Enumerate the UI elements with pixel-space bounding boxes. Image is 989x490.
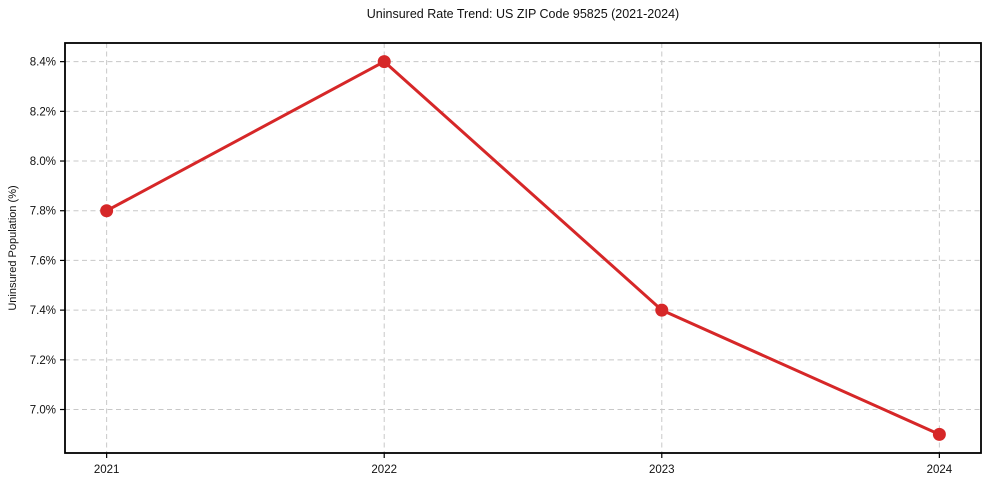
trend-line <box>105 60 941 436</box>
data-point <box>377 55 391 69</box>
y-tick-label: 7.8% <box>30 206 56 218</box>
y-tick-label: 7.0% <box>30 405 56 417</box>
y-tick-label: 7.6% <box>30 255 56 267</box>
data-point <box>100 204 114 218</box>
data-point <box>932 427 946 441</box>
y-tick-label: 8.0% <box>30 156 56 168</box>
x-tick-label: 2024 <box>927 464 953 476</box>
chart-title: Uninsured Rate Trend: US ZIP Code 95825 … <box>366 7 680 21</box>
x-tick-label: 2023 <box>649 464 675 476</box>
y-tick-label: 7.4% <box>30 305 56 317</box>
x-tick-label: 2022 <box>371 464 397 476</box>
data-point <box>655 303 669 317</box>
y-tick-label: 8.4% <box>30 57 56 69</box>
y-tick-label: 8.2% <box>30 106 56 118</box>
y-tick-label: 7.2% <box>30 355 56 367</box>
x-tick-label: 2021 <box>94 464 120 476</box>
plot-border <box>64 42 982 454</box>
